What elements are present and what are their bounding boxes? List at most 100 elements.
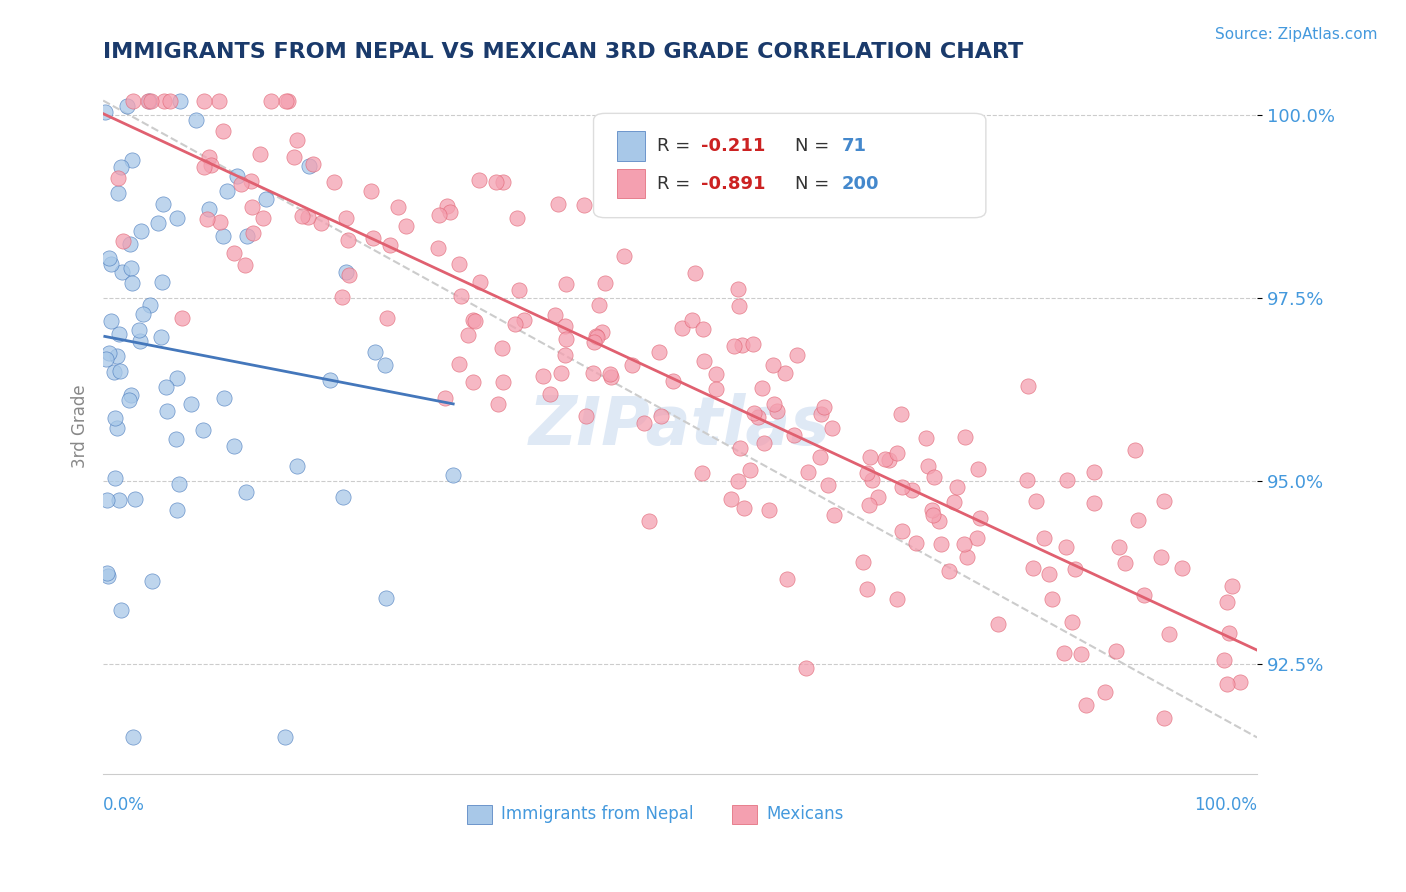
Point [457, 327, 479, 342]
Point [298, 159, 321, 173]
Point [1229, 675, 1251, 690]
Point [463, 312, 485, 326]
Point [468, 172, 491, 186]
Point [503, 318, 526, 332]
Point [1216, 595, 1239, 609]
Point [172, 311, 194, 326]
Point [942, 495, 965, 509]
Point [217, 184, 239, 198]
Point [1108, 541, 1130, 555]
Point [946, 481, 969, 495]
Point [538, 387, 561, 401]
Point [1083, 496, 1105, 510]
Text: 200: 200 [842, 175, 879, 193]
Point [593, 276, 616, 290]
Point [166, 211, 188, 225]
Point [235, 258, 257, 272]
Point [105, 349, 128, 363]
Point [274, 731, 297, 745]
Point [554, 348, 576, 362]
Point [633, 416, 655, 430]
Point [249, 147, 271, 161]
Point [1094, 684, 1116, 698]
Point [153, 94, 176, 108]
Point [104, 471, 127, 485]
Point [447, 357, 470, 371]
Point [821, 421, 844, 435]
Point [690, 466, 713, 480]
Point [427, 241, 450, 255]
Point [167, 477, 190, 491]
Point [742, 406, 765, 420]
Point [1105, 644, 1128, 658]
Point [198, 202, 221, 216]
Point [110, 160, 132, 174]
Point [1064, 562, 1087, 576]
Point [121, 153, 143, 167]
Text: Immigrants from Nepal: Immigrants from Nepal [501, 805, 693, 823]
Point [339, 268, 361, 283]
Point [928, 514, 950, 528]
Text: -0.891: -0.891 [700, 175, 765, 193]
Text: 71: 71 [842, 137, 866, 155]
Point [1132, 588, 1154, 602]
Point [1017, 473, 1039, 487]
Point [208, 94, 231, 108]
Point [1056, 473, 1078, 487]
Point [98, 252, 121, 266]
Point [260, 94, 283, 108]
Point [875, 452, 897, 467]
Point [808, 450, 831, 465]
Point [195, 211, 218, 226]
Point [1128, 513, 1150, 527]
Point [662, 375, 685, 389]
Point [794, 661, 817, 675]
Text: -0.211: -0.211 [700, 137, 765, 155]
Point [720, 491, 742, 506]
Point [212, 391, 235, 405]
Text: Mexicans: Mexicans [766, 805, 844, 823]
Point [277, 94, 299, 108]
Point [427, 208, 450, 222]
Point [449, 257, 471, 271]
Point [766, 404, 789, 418]
Point [107, 171, 129, 186]
Point [810, 407, 832, 421]
Point [704, 382, 727, 396]
Point [797, 465, 820, 479]
Point [588, 298, 610, 312]
Point [274, 94, 297, 108]
Point [302, 157, 325, 171]
Point [891, 480, 914, 494]
Point [120, 388, 142, 402]
Point [197, 150, 219, 164]
Point [931, 537, 953, 551]
Point [118, 393, 141, 408]
Point [513, 312, 536, 326]
Point [1171, 561, 1194, 575]
Point [122, 94, 145, 108]
Point [156, 404, 179, 418]
Text: R =: R = [657, 175, 696, 193]
Point [1123, 443, 1146, 458]
Point [813, 400, 835, 414]
Point [543, 308, 565, 322]
Point [1070, 648, 1092, 662]
Point [222, 439, 245, 453]
Point [775, 367, 797, 381]
Point [886, 591, 908, 606]
Point [111, 265, 134, 279]
Point [858, 498, 880, 512]
Point [309, 216, 332, 230]
Point [364, 345, 387, 359]
Point [969, 511, 991, 525]
Point [240, 174, 263, 188]
Text: 0.0%: 0.0% [103, 796, 145, 814]
Point [817, 478, 839, 492]
Point [209, 215, 232, 229]
Text: Source: ZipAtlas.com: Source: ZipAtlas.com [1215, 27, 1378, 42]
Bar [617, 169, 645, 198]
Bar [733, 805, 758, 824]
Point [886, 446, 908, 460]
Point [193, 94, 215, 108]
